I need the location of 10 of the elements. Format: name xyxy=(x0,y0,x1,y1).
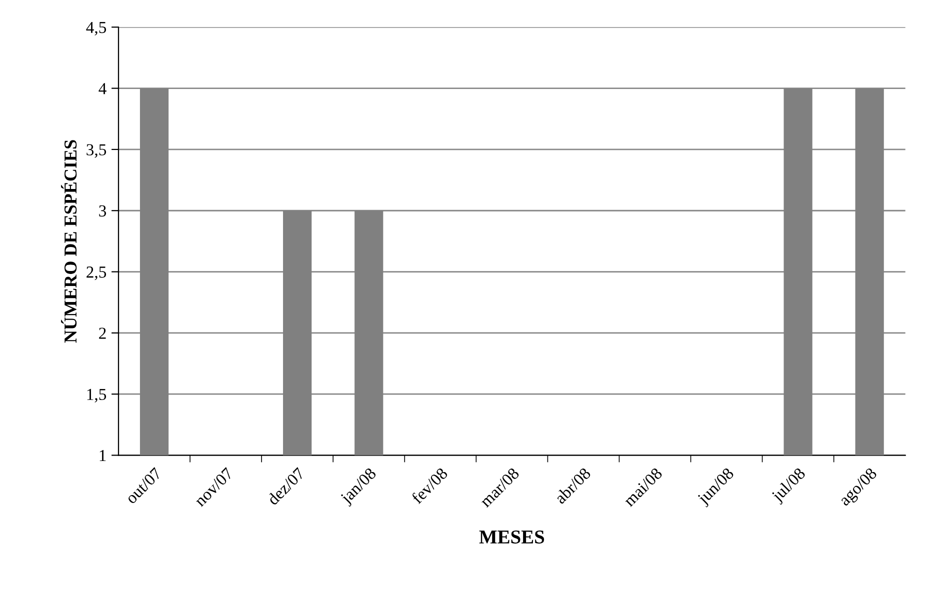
x-axis-title: MESES xyxy=(479,530,544,544)
y-tick-label: 4,5 xyxy=(86,22,106,36)
y-tick-label: 1,5 xyxy=(87,388,106,402)
y-tick-label: 3 xyxy=(99,205,106,217)
y-tick-label: 4 xyxy=(98,83,106,94)
y-tick-label: 2,5 xyxy=(86,266,106,280)
y-tick-label: 1 xyxy=(100,450,106,462)
y-tick-label: 3,5 xyxy=(86,144,106,158)
y-axis-title: NÚMERO DE ESPÉCIES xyxy=(61,140,77,343)
y-tick-label: 2 xyxy=(99,328,106,339)
